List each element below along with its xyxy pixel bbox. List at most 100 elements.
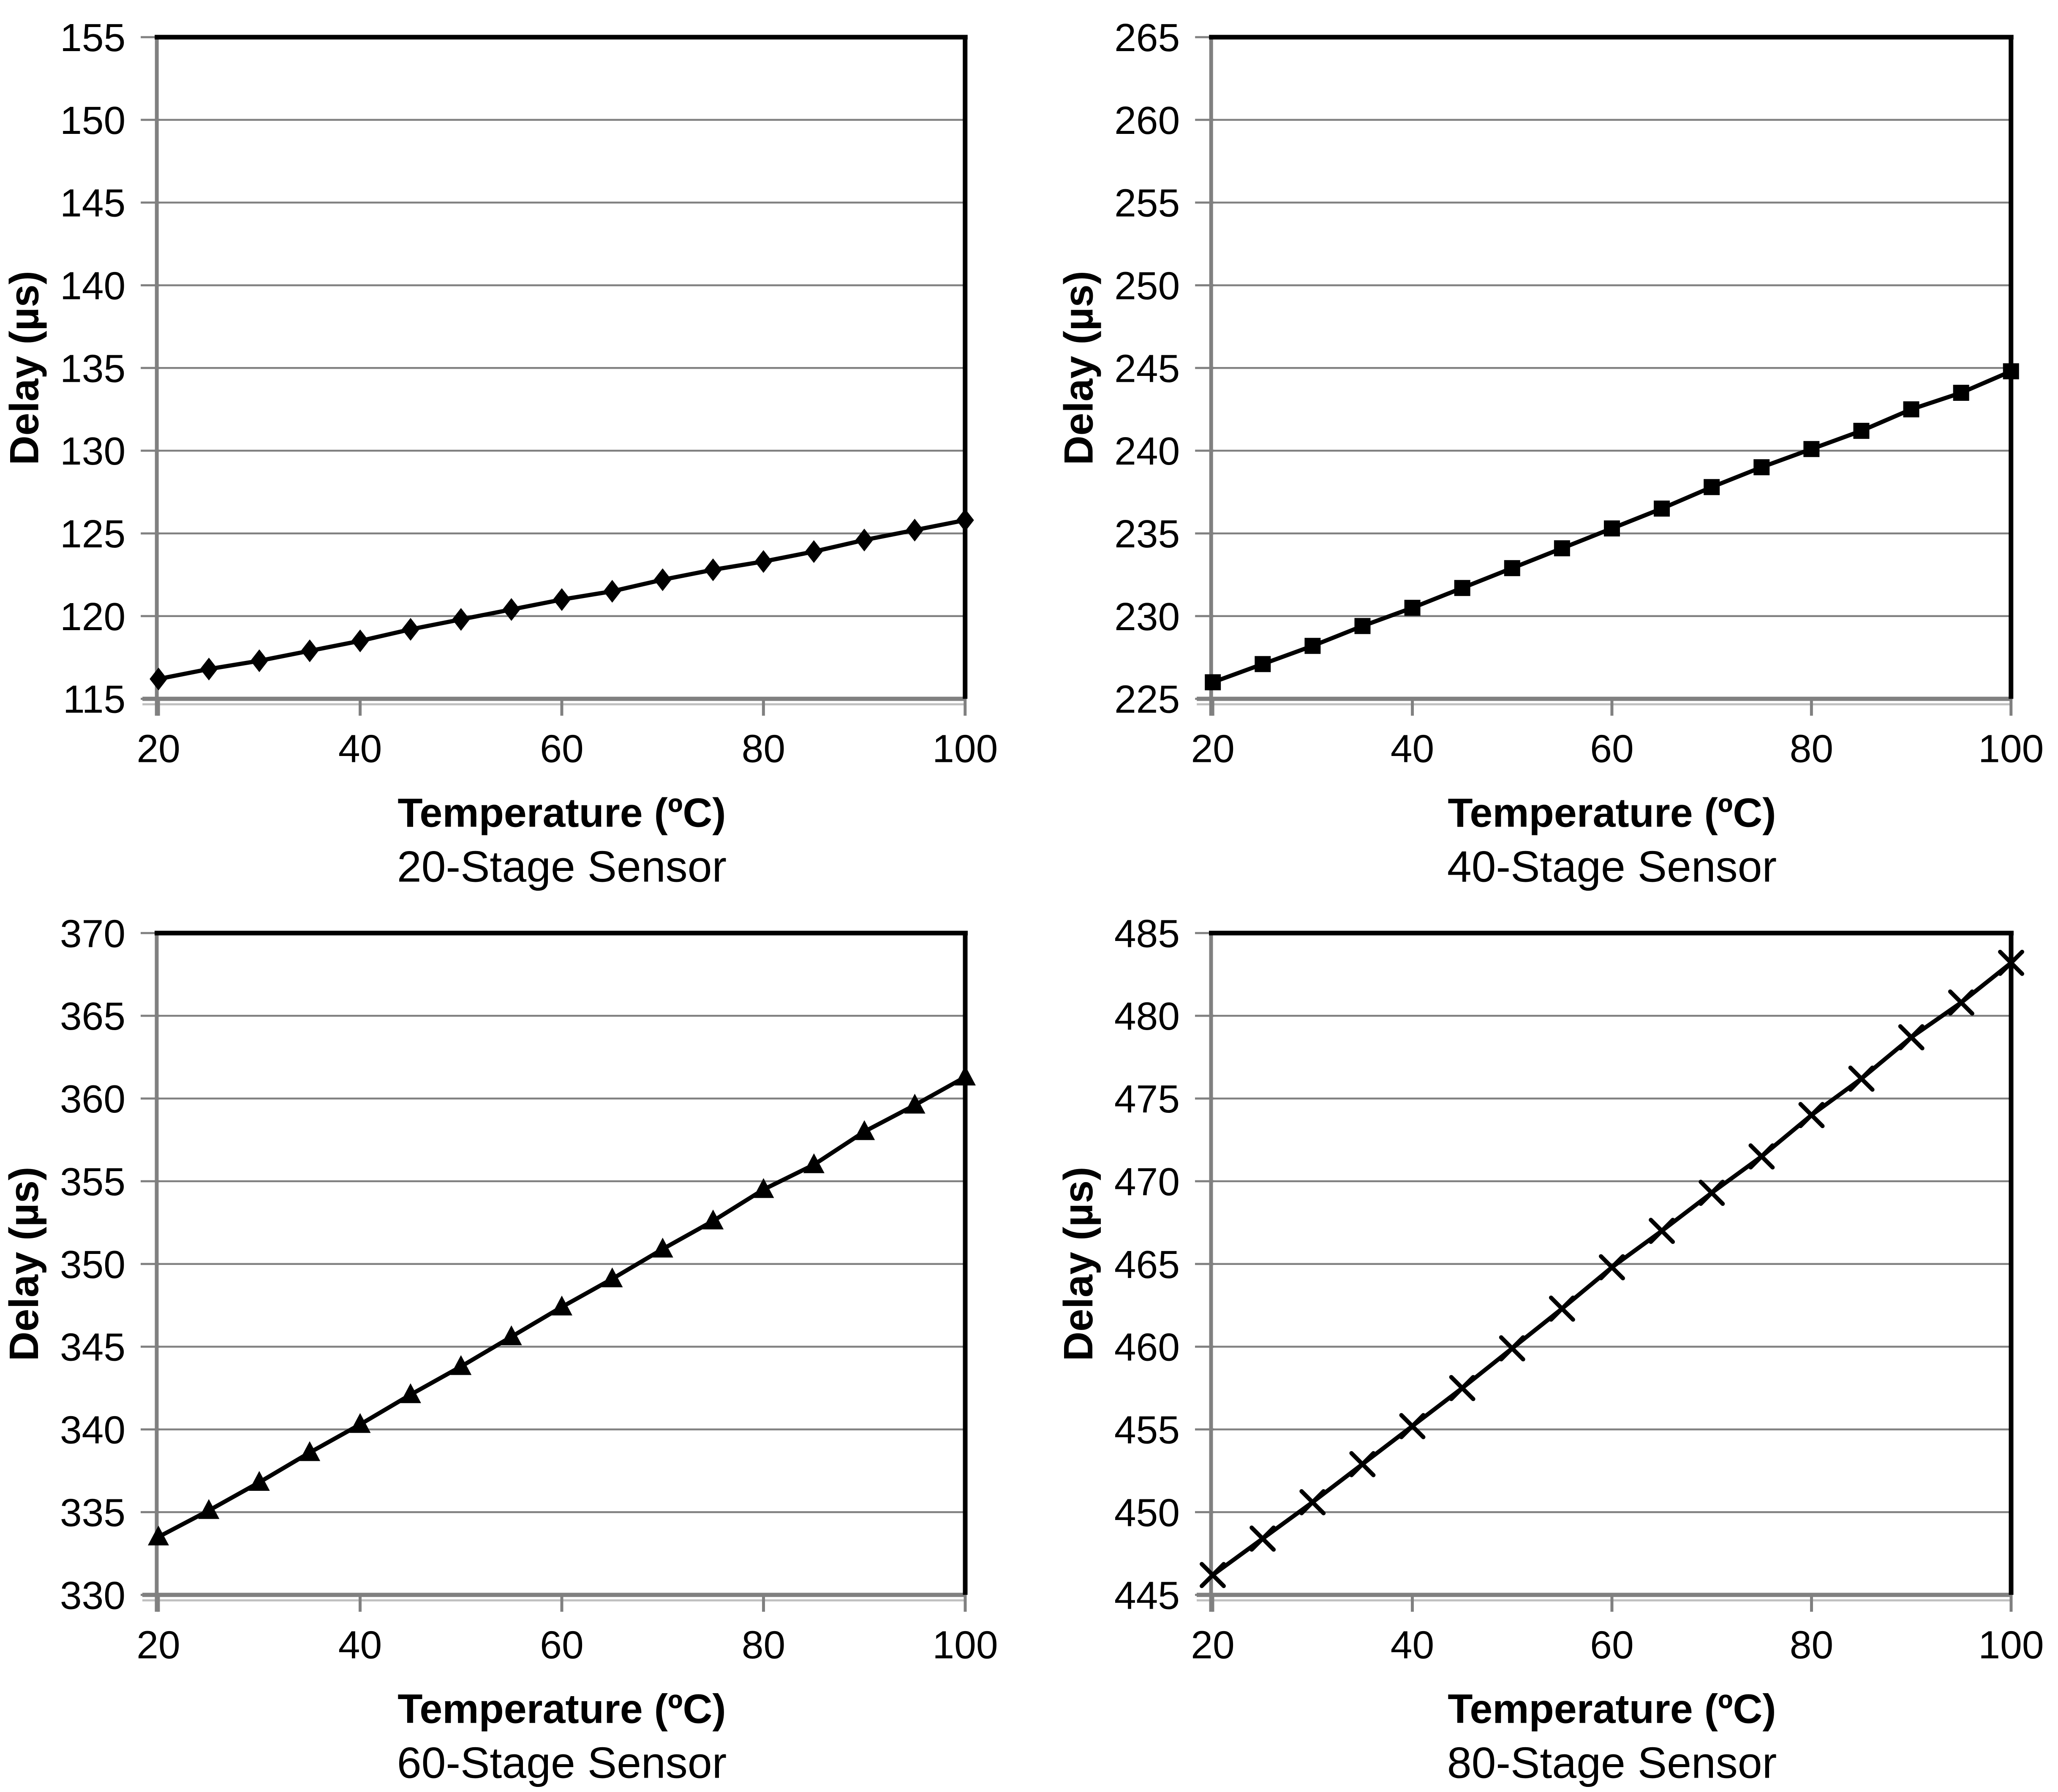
chart-80-stage-sensor: 445 450 455 460 465 470 475 480 485 20 40 60 80 100 Te… [1029, 896, 2058, 1792]
y-tick-label: 250 [1114, 264, 1180, 307]
chart-title: 20-Stage Sensor [397, 843, 727, 892]
data-point-marker [855, 528, 874, 552]
plot-area: 225 230 235 240 245 250 255 260 265 20 40 60 80 100 Te… [1055, 16, 2044, 892]
y-tick-label: 265 [1114, 16, 1180, 60]
data-point-marker [1748, 1143, 1775, 1170]
x-tick-label: 40 [338, 727, 382, 771]
data-point-marker [1599, 1254, 1625, 1281]
x-tick-label: 100 [1978, 727, 2044, 771]
data-point-marker [450, 1355, 472, 1375]
data-point-marker [301, 639, 319, 663]
data-point-marker [1803, 441, 1820, 457]
y-tick-label: 135 [60, 346, 125, 390]
data-point-marker [1554, 540, 1570, 557]
chart-60-stage-plot: 330 335 340 345 350 355 360 365 370 20 40 60 80 100 Te… [1, 911, 998, 1787]
x-tick-label: 80 [742, 1623, 785, 1667]
y-tick-label: 460 [1114, 1325, 1180, 1369]
chart-40-stage-sensor: 225 230 235 240 245 250 255 260 265 20 40 60 80 100 Te… [1029, 0, 2058, 896]
data-point-marker [1903, 401, 1919, 418]
x-tick-label: 40 [1391, 727, 1434, 771]
data-point-marker [553, 588, 571, 611]
data-point-marker [198, 1499, 220, 1519]
data-point-marker [1848, 1065, 1875, 1092]
x-tick-label: 20 [1191, 1623, 1234, 1667]
data-point-marker [1704, 479, 1720, 495]
y-tick-label: 360 [60, 1077, 125, 1121]
y-tick-label: 445 [1114, 1573, 1180, 1617]
y-tick-label: 140 [60, 264, 125, 307]
data-point-marker [1603, 520, 1620, 537]
y-tick-label: 345 [60, 1325, 125, 1369]
chart-20-stage-plot: 115 120 125 130 135 140 145 150 155 20 40 60 80 100 Te… [1, 16, 998, 892]
data-point-marker [906, 519, 924, 542]
data-point-marker [349, 1413, 371, 1433]
y-tick-label: 450 [1114, 1490, 1180, 1534]
data-point-marker [501, 1325, 522, 1346]
data-point-marker [148, 1526, 169, 1546]
y-tick-label: 340 [60, 1408, 125, 1452]
x-axis-title: Temperature (ºC) [1448, 1686, 1776, 1732]
chart-40-stage-plot: 225 230 235 240 245 250 255 260 265 20 40 60 80 100 Te… [1055, 16, 2044, 892]
data-point-marker [1304, 638, 1321, 654]
data-point-marker [1948, 989, 1974, 1016]
data-point-marker [652, 1237, 673, 1258]
chart-80-stage-plot: 445 450 455 460 465 470 475 480 485 20 40 60 80 100 Te… [1055, 911, 2044, 1787]
x-axis-title: Temperature (ºC) [397, 1686, 726, 1732]
data-point-marker [1454, 580, 1470, 596]
data-point-marker [1200, 1562, 1226, 1588]
y-axis-title: Delay (µs) [1, 271, 47, 465]
data-point-marker [602, 1267, 623, 1288]
x-tick-label: 60 [1590, 727, 1633, 771]
data-point-marker [1404, 600, 1421, 616]
data-point-marker [803, 1153, 825, 1173]
data-point-marker [1853, 423, 1870, 439]
data-point-marker [1898, 1024, 1925, 1051]
data-point-marker [603, 580, 621, 603]
data-point-marker [1549, 1295, 1575, 1322]
y-axis-title: Delay (µs) [1055, 271, 1101, 465]
y-tick-label: 330 [60, 1573, 125, 1617]
data-point-marker [653, 568, 672, 591]
data-point-marker [1499, 1335, 1525, 1362]
y-tick-label: 235 [1114, 512, 1180, 556]
y-tick-label: 350 [60, 1243, 125, 1286]
data-point-marker [1504, 560, 1520, 576]
plot-area: 445 450 455 460 465 470 475 480 485 20 40 60 80 100 Te… [1055, 911, 2044, 1787]
y-tick-label: 485 [1114, 911, 1180, 955]
x-tick-label: 80 [1790, 727, 1833, 771]
x-tick-label: 80 [1790, 1623, 1833, 1667]
data-point-marker [400, 1383, 421, 1403]
plot-area: 115 120 125 130 135 140 145 150 155 20 40 60 80 100 Te… [1, 16, 998, 892]
data-point-marker [1205, 674, 1221, 691]
x-tick-label: 100 [1978, 1623, 2044, 1667]
data-point-marker [502, 598, 520, 621]
data-point-marker [754, 550, 773, 573]
chart-60-stage-sensor: 330 335 340 345 350 355 360 365 370 20 40 60 80 100 Te… [0, 896, 1029, 1792]
y-tick-label: 355 [60, 1160, 125, 1204]
y-tick-label: 470 [1114, 1160, 1180, 1204]
y-tick-label: 370 [60, 911, 125, 955]
data-point-marker [805, 540, 823, 563]
data-point-marker [2003, 363, 2019, 380]
data-point-marker [250, 649, 268, 672]
y-tick-label: 225 [1114, 677, 1180, 721]
data-point-marker [150, 667, 168, 691]
x-tick-label: 80 [742, 727, 785, 771]
data-point-marker [1250, 1526, 1276, 1552]
y-tick-label: 125 [60, 512, 125, 556]
data-point-marker [1753, 459, 1770, 476]
x-axis-title: Temperature (ºC) [397, 790, 726, 836]
data-point-marker [1349, 1451, 1376, 1477]
y-tick-label: 145 [60, 181, 125, 225]
chart-title: 80-Stage Sensor [1447, 1738, 1777, 1787]
x-tick-label: 40 [338, 1623, 382, 1667]
data-point-marker [955, 1066, 976, 1086]
y-tick-label: 260 [1114, 98, 1180, 142]
y-tick-label: 150 [60, 98, 125, 142]
data-point-marker [1399, 1413, 1426, 1439]
x-tick-label: 40 [1391, 1623, 1434, 1667]
y-axis-title: Delay (µs) [1055, 1167, 1101, 1361]
data-point-marker [1654, 500, 1670, 517]
x-tick-label: 20 [136, 1623, 180, 1667]
